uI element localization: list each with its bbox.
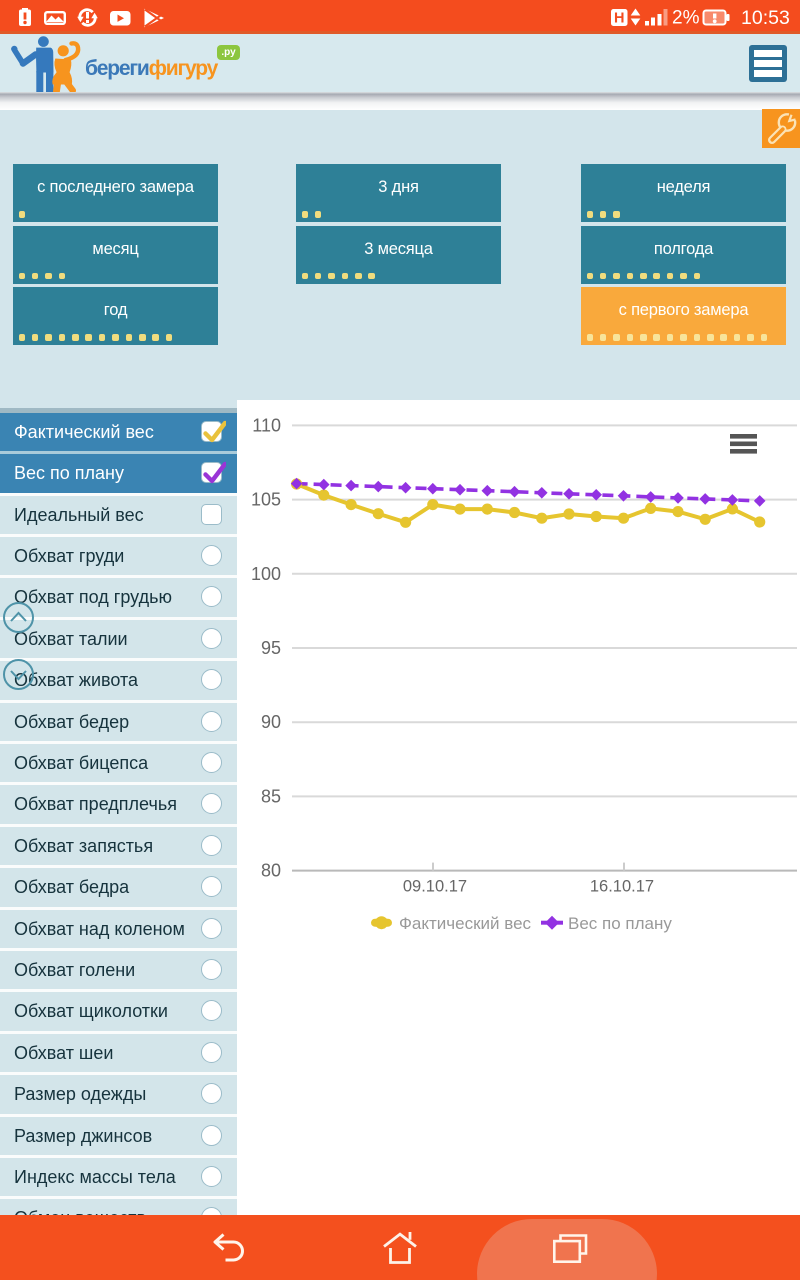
svg-text:100: 100 xyxy=(251,564,281,584)
svg-text:110: 110 xyxy=(252,415,281,435)
svg-text:16.10.17: 16.10.17 xyxy=(590,878,654,896)
svg-text:90: 90 xyxy=(261,712,281,732)
svg-text:2%: 2% xyxy=(672,8,700,29)
svg-text:105: 105 xyxy=(251,490,281,510)
svg-text:10:53: 10:53 xyxy=(741,7,790,29)
svg-text:Вес по плану: Вес по плану xyxy=(568,914,672,933)
svg-text:95: 95 xyxy=(261,638,281,658)
svg-text:Фактический вес: Фактический вес xyxy=(399,914,532,933)
svg-text:H: H xyxy=(614,11,624,27)
svg-text:85: 85 xyxy=(261,786,281,806)
svg-text:80: 80 xyxy=(261,861,281,881)
svg-text:09.10.17: 09.10.17 xyxy=(403,878,467,896)
